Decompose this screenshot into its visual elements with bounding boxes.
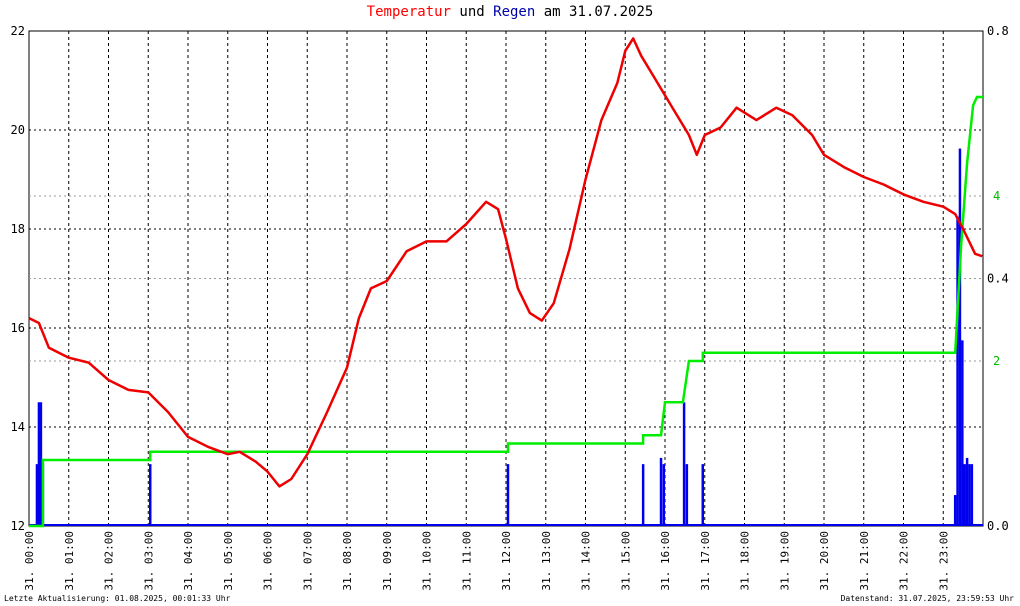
rain-rate-bar [701,464,705,526]
last-update-text: Letzte Aktualisierung: 01.08.2025, 00:01… [4,594,231,603]
rain-rate-bar [958,148,962,526]
x-tick-label: 31. 06:00 [262,531,275,591]
rain-rate-bar [39,402,43,526]
title-date: 31.07.2025 [569,4,654,20]
rain-rate-bar [968,464,971,526]
rain-rate-bar [963,464,966,526]
x-tick-label: 31. 13:00 [540,531,553,591]
x-tick-label: 31. 22:00 [898,531,911,591]
rain-rate-bar [37,402,41,526]
y-left-tick-label: 12 [11,519,25,533]
y-right-rate-tick-label: 0.0 [987,519,1009,533]
x-tick-label: 31. 12:00 [500,531,513,591]
title-temperature-word: Temperatur [366,4,451,20]
x-tick-label: 31. 17:00 [699,531,712,591]
x-tick-label: 31. 01:00 [63,531,76,591]
x-tick-label: 31. 20:00 [818,531,831,591]
title-und: und [459,4,485,20]
x-tick-label: 31. 18:00 [739,531,752,591]
rain-rate-bar [682,402,686,526]
y-right-sum-tick-label: 2 [993,354,1000,368]
rain-rate-bar [970,464,974,526]
title-am: am [543,4,561,20]
y-right-sum-tick-label: 4 [993,189,1000,203]
chart-title: Temperatur und Regen am 31.07.2025 [0,4,1020,20]
y-left-tick-label: 14 [11,420,25,434]
x-tick-label: 31. 04:00 [182,531,195,591]
title-rain-word: Regen [493,4,536,20]
rain-rate-bar [685,464,689,526]
x-tick-label: 31. 09:00 [381,531,394,591]
x-tick-label: 31. 16:00 [659,531,672,591]
x-tick-label: 31. 11:00 [460,531,473,591]
x-tick-label: 31. 03:00 [142,531,155,591]
rain-rate-bar [662,464,666,526]
rain-rate-bar [956,216,959,526]
y-left-tick-label: 22 [11,24,25,38]
y-right-rate-tick-label: 0.8 [987,24,1009,38]
y-left-tick-label: 18 [11,222,25,236]
x-tick-label: 31. 02:00 [103,531,116,591]
rain-rate-bar [965,457,969,526]
y-right-rate-tick-label: 0.4 [987,272,1009,286]
x-tick-label: 31. 14:00 [580,531,593,591]
rain-sum-line [29,95,983,528]
rain-rate-bar [506,464,510,526]
y-left-tick-label: 16 [11,321,25,335]
x-tick-label: 31. 19:00 [778,531,791,591]
rain-rate-bar [953,495,957,526]
rain-rate-bar [641,464,645,526]
x-tick-label: 31. 10:00 [421,531,434,591]
x-tick-label: 31. 05:00 [222,531,235,591]
x-tick-label: 31. 23:00 [937,531,950,591]
x-tick-label: 31. 00:00 [23,531,36,591]
rain-rate-bar [148,464,152,526]
rain-rate-bar [961,340,964,526]
x-tick-label: 31. 15:00 [619,531,632,591]
y-left-tick-label: 20 [11,123,25,137]
x-tick-label: 31. 07:00 [301,531,314,591]
temperature-line [28,37,983,488]
x-tick-label: 31. 21:00 [858,531,871,591]
rain-rate-bar [35,464,39,526]
data-timestamp-text: Datenstand: 31.07.2025, 23:59:53 Uhr [840,594,1014,603]
rain-rate-bar [659,457,663,526]
x-tick-label: 31. 08:00 [341,531,354,591]
